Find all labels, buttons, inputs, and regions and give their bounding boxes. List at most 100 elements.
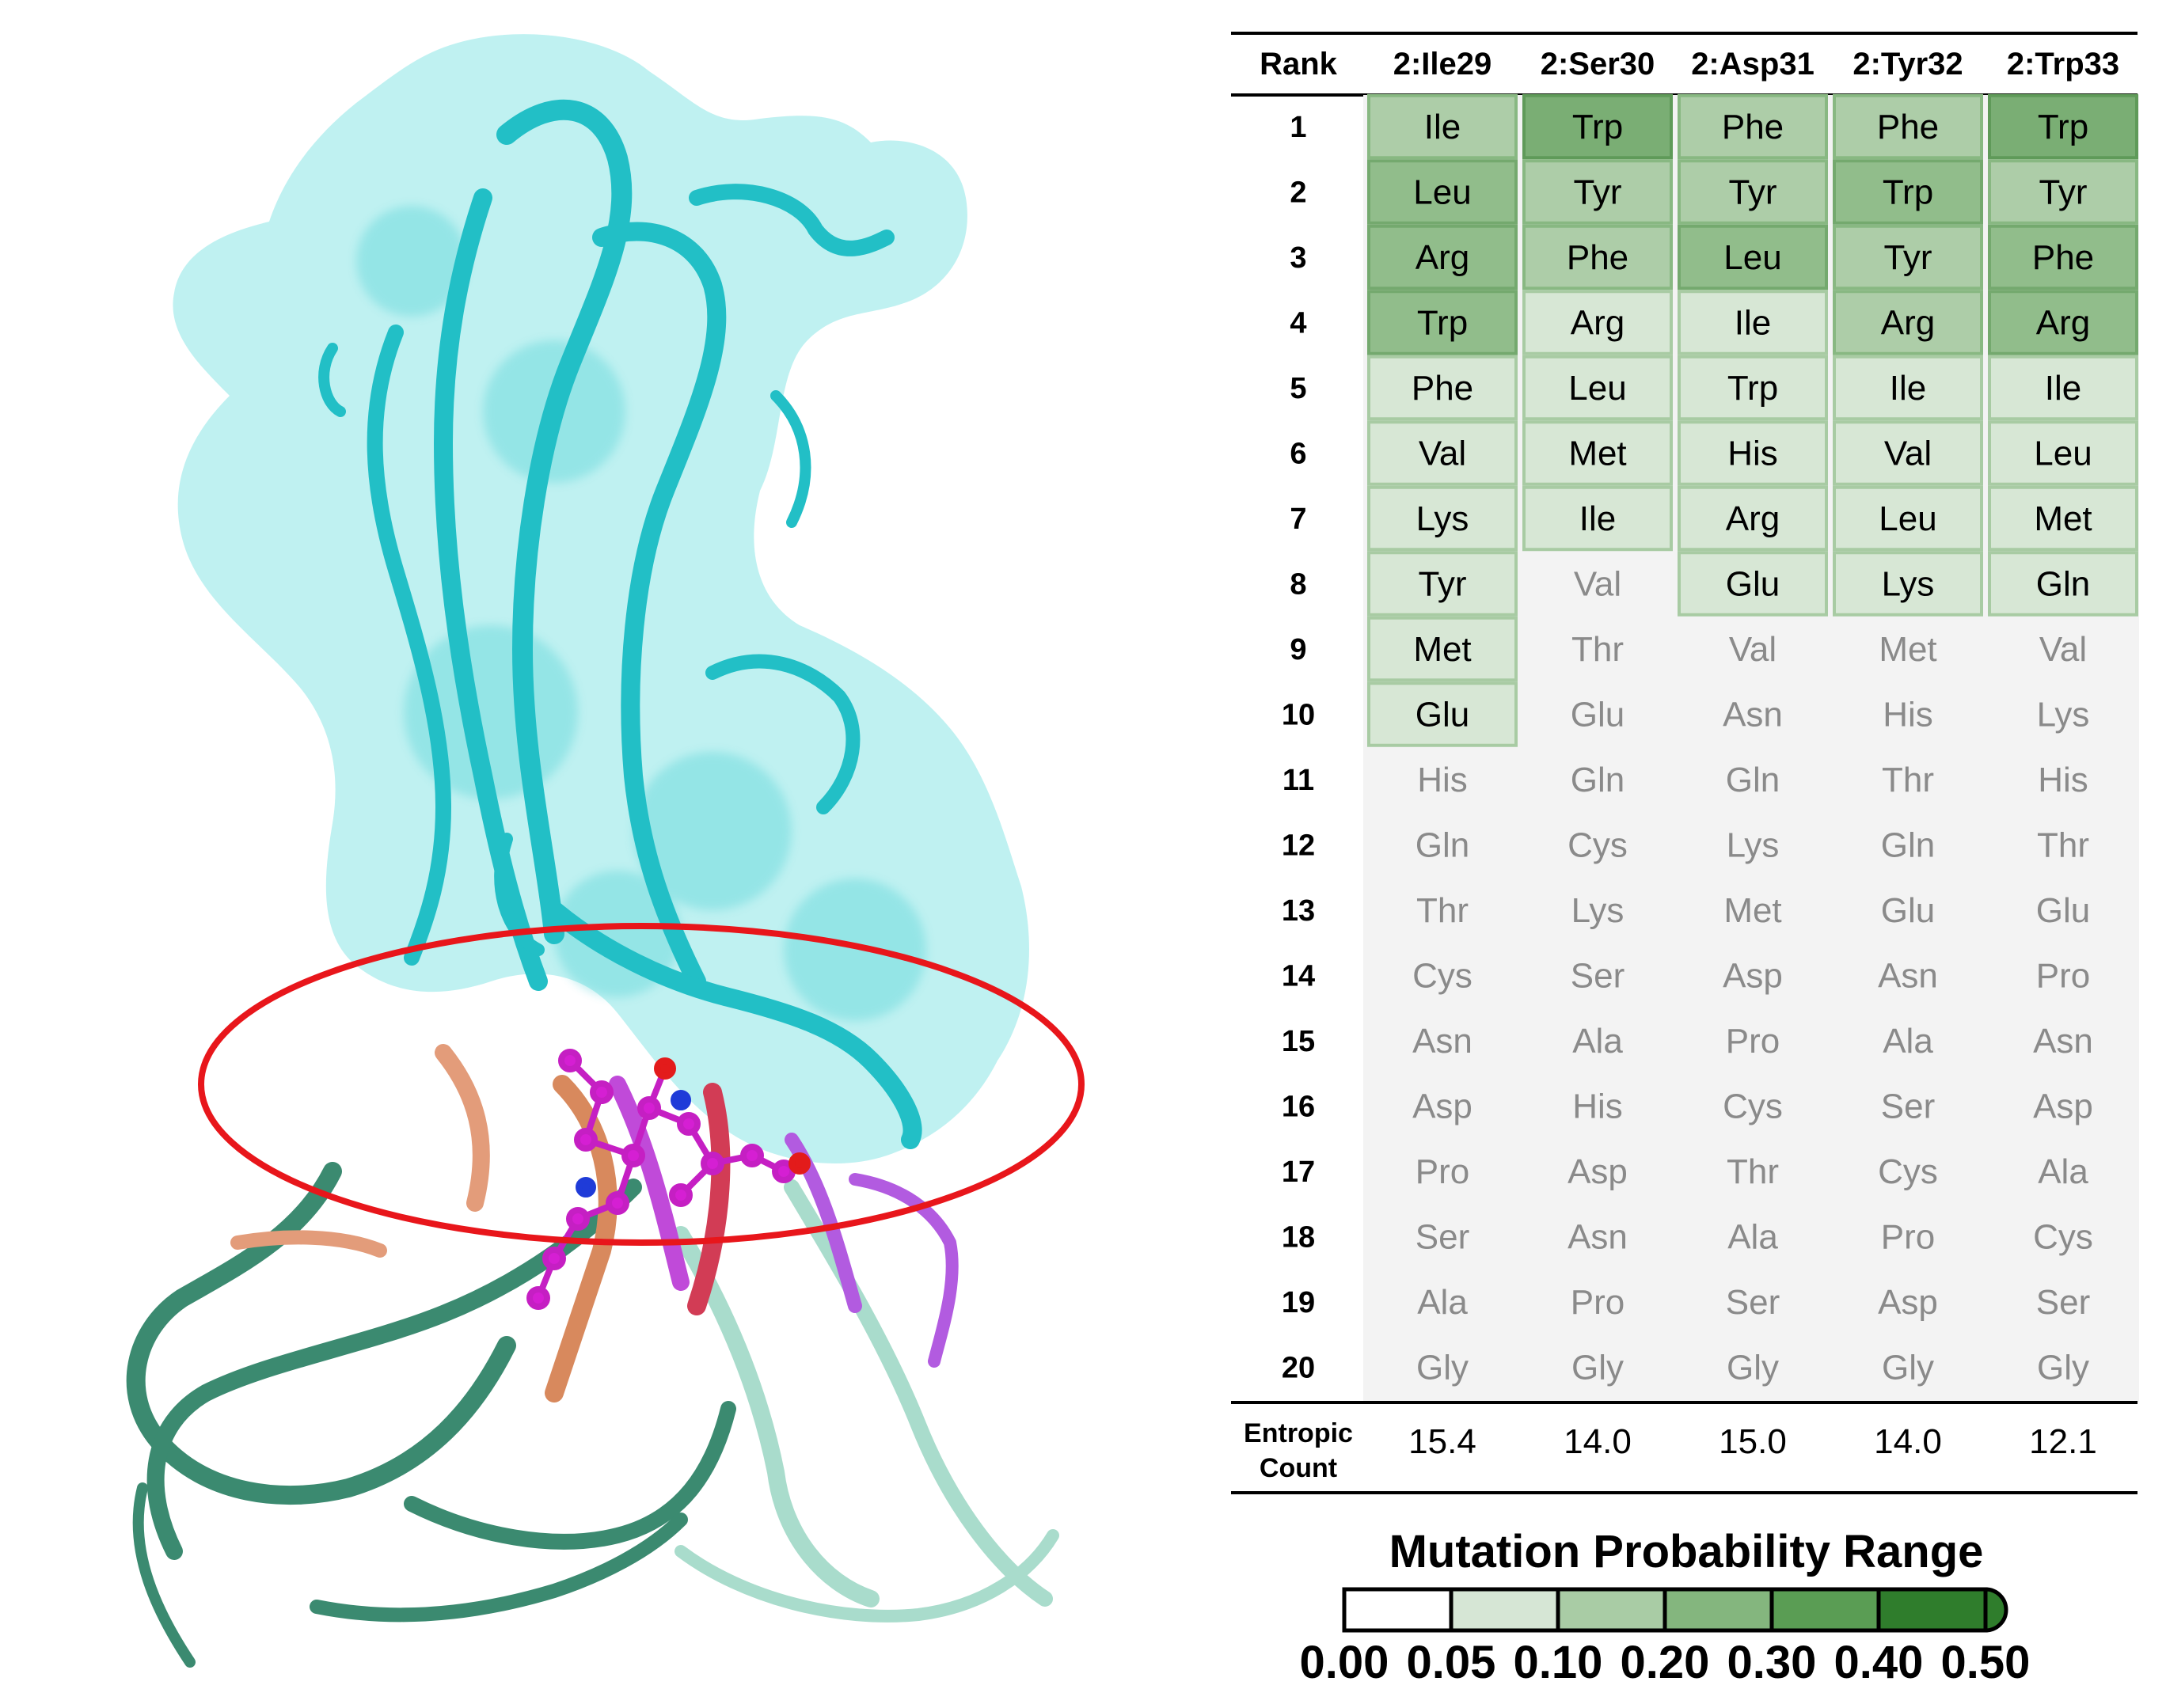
entropic-values: 15.4 14.0 15.0 14.0 12.1: [1408, 1422, 2097, 1461]
legend-swatch: [1556, 1587, 1667, 1633]
residue-cell: Val: [2039, 630, 2087, 669]
residue-cell: Thr: [1571, 630, 1624, 669]
rank-label: 12: [1282, 829, 1315, 863]
residue-cell: Gly: [1727, 1349, 1779, 1387]
residue-cell: Met: [2034, 499, 2092, 538]
legend-tick-label: 0.50: [1941, 1637, 2031, 1688]
entropic-value: 14.0: [1874, 1422, 1942, 1461]
column-header: 2:Asp31: [1691, 47, 1814, 82]
cell-highlight: [1522, 159, 1673, 225]
legend-tick-label: 0.10: [1514, 1637, 1603, 1688]
residue-cell: Asp: [1723, 957, 1783, 996]
residue-cell: Glu: [1416, 696, 1469, 734]
residue-cell: Gln: [2036, 565, 2090, 604]
residue-cell: Cys: [1412, 957, 1472, 996]
residue-cell: Asn: [2033, 1022, 2093, 1061]
residue-cell: Asp: [1568, 1152, 1628, 1191]
residue-cell: Tyr: [2039, 173, 2087, 212]
residue-cell: Ala: [1727, 1218, 1778, 1257]
rank-label: 19: [1282, 1286, 1315, 1319]
residue-cell: Lys: [1416, 499, 1469, 538]
residue-cell: Lys: [1571, 891, 1624, 930]
entropic-value: 14.0: [1564, 1422, 1632, 1461]
cell-highlight: [1522, 355, 1673, 421]
residue-cell: Phe: [2032, 238, 2094, 277]
residue-cell: Ala: [1417, 1283, 1468, 1322]
residue-cell: Met: [1723, 891, 1781, 930]
residue-cell: Trp: [1883, 173, 1933, 212]
cell-highlight: [1367, 290, 1518, 355]
rank-label: 13: [1282, 894, 1315, 928]
residue-cell: Leu: [1568, 369, 1626, 408]
rank-label: 9: [1290, 633, 1306, 666]
cell-highlight: [1678, 420, 1828, 486]
residue-cell: Val: [1574, 565, 1621, 604]
column-header: 2:Ser30: [1541, 47, 1655, 82]
cell-highlight: [1678, 355, 1828, 421]
cell-highlight: [1988, 224, 2138, 290]
residue-cell: Arg: [1416, 238, 1469, 277]
residue-cell: Asn: [1412, 1022, 1472, 1061]
residue-cell: Ser: [2036, 1283, 2090, 1322]
cell-highlight: [1678, 290, 1828, 355]
residue-cell: His: [2038, 761, 2088, 799]
legend-swatch: [1876, 1587, 1988, 1633]
residue-cell: Phe: [1567, 238, 1628, 277]
residue-cell: Gly: [1571, 1349, 1624, 1387]
residue-cell: Ser: [1726, 1283, 1780, 1322]
residue-cell: Cys: [1568, 826, 1628, 865]
residue-cell: Asn: [1568, 1218, 1628, 1257]
legend-tick-label: 0.20: [1621, 1637, 1710, 1688]
cyan-ribbon-chain: [318, 99, 922, 1149]
residue-cell: Trp: [1417, 304, 1468, 343]
rank-label: 16: [1282, 1091, 1315, 1124]
cell-highlight: [1833, 485, 1983, 552]
residue-cell: Tyr: [1728, 173, 1776, 212]
residue-cell: Cys: [1723, 1087, 1783, 1126]
residue-cell: His: [1727, 435, 1778, 473]
residue-cell: Met: [1568, 435, 1626, 473]
residue-cell: Lys: [1727, 826, 1780, 865]
residue-cell: His: [1417, 761, 1468, 799]
binding-region-ellipse: [198, 923, 1085, 1246]
column-headers: 2:Ile29 2:Ser30 2:Asp31 2:Tyr32 2:Trp33: [1393, 47, 2119, 82]
residue-cell: Ile: [1579, 499, 1616, 538]
legend-swatch: [1769, 1587, 1881, 1633]
cell-highlight: [1988, 290, 2138, 355]
residue-cell: Thr: [1727, 1152, 1779, 1191]
legend-swatch: [1342, 1587, 1454, 1633]
legend-title: Mutation Probability Range: [1389, 1526, 1984, 1577]
cell-highlight: [1678, 551, 1828, 617]
cell-highlight: [1367, 420, 1518, 486]
column-header: 2:Trp33: [2007, 47, 2119, 82]
residue-cell: Gln: [1726, 761, 1780, 799]
residue-cell: Pro: [2036, 957, 2090, 996]
residue-cell: Leu: [2034, 435, 2092, 473]
residue-cell: Tyr: [1418, 565, 1466, 604]
residue-cell: Met: [1879, 630, 1936, 669]
residue-cell: Phe: [1412, 369, 1473, 408]
legend-tick-label: 0.40: [1834, 1637, 1924, 1688]
residue-cell: Leu: [1413, 173, 1471, 212]
cell-highlight: [1833, 355, 1983, 421]
cell-highlight: [1367, 93, 1518, 160]
legend-end-cap: [1983, 1587, 2008, 1633]
entropic-value: 15.4: [1408, 1422, 1476, 1461]
cell-highlight: [1678, 485, 1828, 552]
residue-cell: Thr: [2037, 826, 2089, 865]
residue-cell: Leu: [1879, 499, 1936, 538]
rank-label: 4: [1290, 307, 1306, 340]
residue-cell: Arg: [1726, 499, 1780, 538]
cell-highlight: [1988, 551, 2138, 617]
residue-cell: Trp: [1572, 108, 1623, 146]
cell-highlight: [1367, 485, 1518, 552]
residue-cell: Glu: [2036, 891, 2090, 930]
rank-label: 2: [1290, 176, 1306, 210]
rank-label: 7: [1290, 503, 1306, 536]
cell-highlight: [1522, 224, 1673, 290]
cell-highlight: [1367, 551, 1518, 617]
residue-cell: Asp: [1412, 1087, 1472, 1126]
rank-label: 3: [1290, 241, 1306, 275]
residue-cell: Ile: [2045, 369, 2081, 408]
